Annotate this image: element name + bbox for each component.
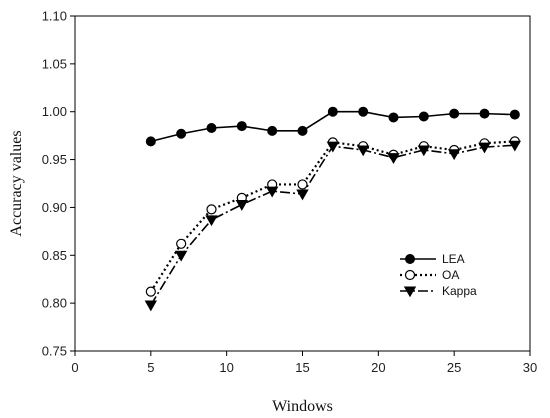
data-point-kappa [205, 215, 218, 227]
legend: LEA OA Kappa [400, 252, 477, 298]
data-point-lea [267, 125, 278, 136]
series-line-kappa [150, 144, 515, 306]
data-point-lea [236, 121, 247, 132]
data-point-lea [206, 122, 217, 133]
data-point-lea [145, 136, 156, 147]
data-point-kappa [265, 186, 279, 198]
legend-marker-kappa [403, 286, 417, 298]
data-point-lea [509, 109, 520, 120]
y-tick-label: 0.90 [42, 200, 67, 215]
data-point-oa [297, 179, 308, 190]
data-point-lea [297, 125, 308, 136]
legend-marker-lea [405, 254, 415, 264]
series-line-oa [149, 140, 515, 293]
x-axis-title: Windows [272, 398, 333, 415]
x-tick-label: 25 [447, 360, 461, 375]
data-point-kappa [508, 140, 522, 152]
data-point-lea [449, 108, 460, 119]
y-axis-ticks: 0.75 0.80 0.85 0.90 0.95 1.00 1.05 1.10 [42, 9, 75, 359]
data-point-oa [206, 204, 217, 215]
x-tick-label: 15 [295, 360, 309, 375]
x-axis-ticks: 0 5 10 15 20 25 30 [71, 351, 537, 375]
legend-label-lea: LEA [442, 252, 465, 266]
data-point-lea [388, 112, 399, 123]
series-markers [144, 106, 522, 312]
y-tick-label: 0.85 [42, 248, 67, 263]
y-tick-label: 1.10 [42, 9, 67, 24]
y-tick-label: 1.05 [42, 56, 67, 71]
y-tick-label: 0.75 [42, 344, 67, 359]
x-tick-label: 0 [71, 360, 78, 375]
y-tick-label: 0.80 [42, 296, 67, 311]
data-point-kappa [174, 250, 188, 262]
data-point-kappa [387, 153, 400, 164]
x-tick-label: 30 [523, 360, 537, 375]
data-point-oa [176, 238, 187, 249]
data-point-kappa [235, 200, 249, 211]
data-point-lea [418, 111, 429, 122]
data-point-kappa [144, 300, 158, 312]
data-point-kappa [417, 145, 431, 157]
y-tick-label: 0.95 [42, 152, 67, 167]
data-point-kappa [478, 142, 491, 154]
data-point-kappa [447, 149, 461, 161]
data-point-lea [358, 106, 369, 117]
data-point-kappa [356, 145, 370, 157]
x-tick-label: 5 [147, 360, 154, 375]
data-point-lea [479, 108, 490, 119]
x-tick-label: 20 [371, 360, 385, 375]
legend-label-oa: OA [442, 268, 459, 282]
data-point-lea [327, 106, 338, 117]
legend-marker-oa [404, 269, 416, 281]
y-axis-title: Accuracy values [8, 130, 25, 236]
x-tick-label: 10 [219, 360, 233, 375]
legend-label-kappa: Kappa [442, 284, 477, 298]
y-tick-label: 1.00 [42, 104, 67, 119]
data-point-kappa [326, 141, 340, 153]
data-point-oa [145, 286, 156, 297]
data-point-kappa [296, 189, 309, 201]
data-point-lea [176, 128, 187, 139]
